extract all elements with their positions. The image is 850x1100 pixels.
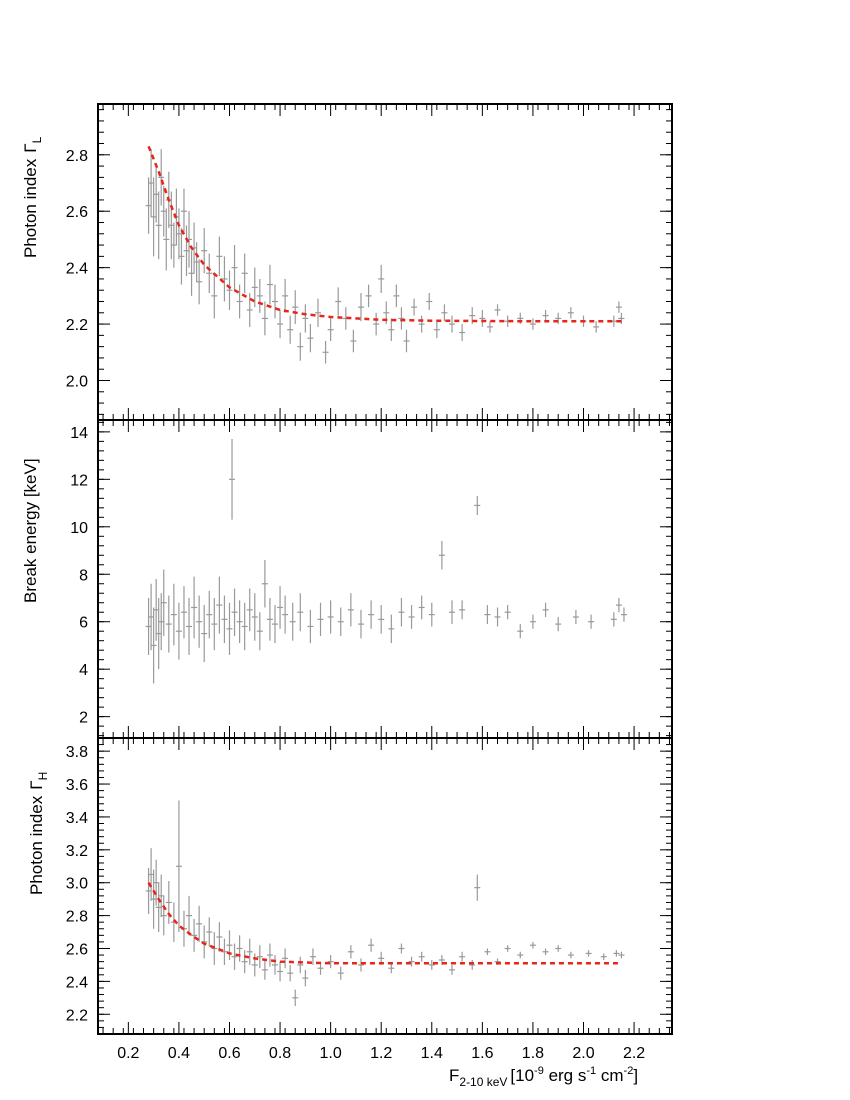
ylabel-top: Photon index ΓL — [21, 136, 44, 258]
xlabel-unit: [10 — [510, 1066, 534, 1085]
xlabel-exp2: -1 — [586, 1065, 596, 1077]
ylabel-top-symbol: Γ — [21, 143, 40, 152]
fit-curve — [147, 882, 622, 965]
y-tick-label: 14 — [70, 425, 88, 442]
panel-photon-index-low: 2.0 2.2 2.4 2.6 2.8 — [66, 103, 673, 421]
y-tick-label: 2 — [79, 710, 88, 727]
y-tick-label: 2.8 — [66, 148, 88, 165]
x-tick-label: 2.0 — [572, 1045, 594, 1062]
x-tick-label: 1.6 — [471, 1045, 493, 1062]
y-tick-label: 2.6 — [66, 941, 88, 958]
y-tick-label: 12 — [70, 472, 88, 489]
y-tick-label: 2.2 — [66, 1007, 88, 1024]
y-tick-label: 2.6 — [66, 204, 88, 221]
y-tick-label: 2.4 — [66, 974, 88, 991]
xlabel-mid: erg s — [544, 1066, 587, 1085]
ylabel-middle-text: Break energy [keV] — [21, 458, 40, 603]
ylabel-top-sub: L — [30, 136, 44, 143]
x-tick-label: 0.4 — [168, 1045, 190, 1062]
plot-frame — [97, 103, 673, 421]
xlabel: F2-10 keV [10-9 erg s-1 cm-2] — [449, 1065, 638, 1089]
xlabel-end: ] — [633, 1066, 638, 1085]
y-tick-label: 4 — [79, 662, 88, 679]
y-tick-label: 3.0 — [66, 876, 88, 893]
xlabel-F: F — [449, 1066, 459, 1085]
xlabel-exp1: -9 — [534, 1065, 544, 1077]
panel-break-energy: 2 4 6 8 10 12 14 — [70, 419, 673, 739]
x-tick-label: 1.8 — [522, 1045, 544, 1062]
ylabel-bottom: Photon index ΓH — [27, 772, 50, 895]
ylabel-middle: Break energy [keV] — [21, 458, 40, 603]
y-tick-label: 3.8 — [66, 744, 88, 761]
plot-frame — [97, 737, 673, 1035]
y-tick-label: 10 — [70, 520, 88, 537]
y-tick-label: 8 — [79, 567, 88, 584]
x-tick-label: 1.4 — [421, 1045, 443, 1062]
x-tick-label: 0.6 — [218, 1045, 240, 1062]
y-tick-label: 3.2 — [66, 843, 88, 860]
xlabel-sub: 2-10 keV — [459, 1075, 507, 1089]
plot-frame — [97, 419, 673, 739]
x-tick-label: 2.2 — [623, 1045, 645, 1062]
x-tick-label: 1.0 — [320, 1045, 342, 1062]
fit-curve — [147, 145, 622, 323]
xlabel-exp3: -2 — [624, 1065, 634, 1077]
y-tick-label: 2.4 — [66, 261, 88, 278]
y-tick-label: 6 — [79, 615, 88, 632]
panel-photon-index-high: 2.2 2.4 2.6 2.8 3.0 3.2 3.4 3.6 3.8 0.2 0.4 0.6 0.8 1… — [66, 737, 673, 1062]
ylabel-bottom-symbol: Γ — [27, 780, 46, 789]
y-tick-label: 3.4 — [66, 810, 88, 827]
y-tick-label: 2.8 — [66, 909, 88, 926]
x-tick-label: 1.2 — [370, 1045, 392, 1062]
y-tick-label: 3.6 — [66, 777, 88, 794]
x-tick-label: 0.2 — [117, 1045, 139, 1062]
ylabel-bottom-sub: H — [36, 772, 50, 781]
ylabel-bottom-text: Photon index — [27, 795, 46, 895]
y-tick-label: 2.0 — [66, 374, 88, 391]
xlabel-mid2: cm — [596, 1066, 623, 1085]
ylabel-top-text: Photon index — [21, 158, 40, 258]
y-tick-label: 2.2 — [66, 317, 88, 334]
x-tick-label: 0.8 — [269, 1045, 291, 1062]
